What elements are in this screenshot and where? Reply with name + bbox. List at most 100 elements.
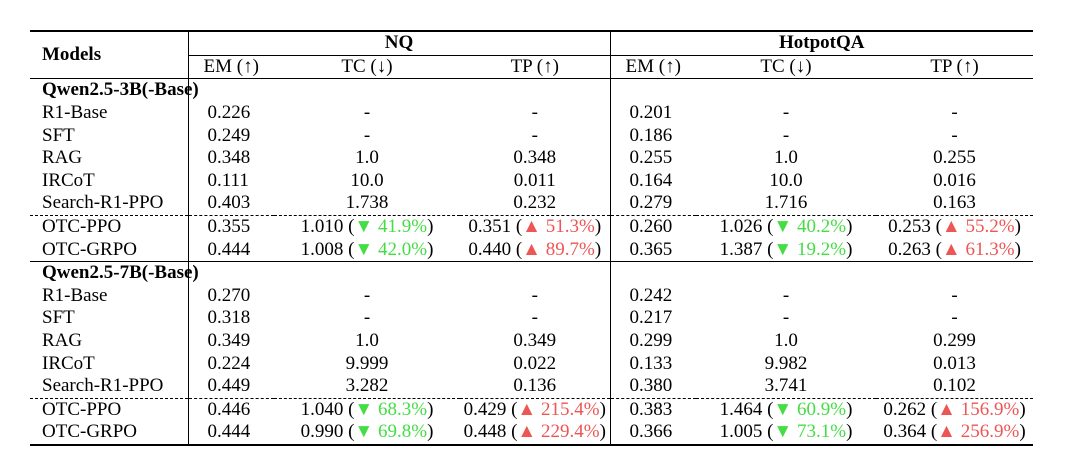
cell-value: 0.186 xyxy=(629,124,673,146)
cell-value: 0.242 xyxy=(629,284,673,306)
cell-hotpotqa-tp: - xyxy=(876,124,1033,147)
increase-delta: ▲ 55.2% xyxy=(941,216,1015,238)
cell-value: 0.318 xyxy=(207,307,251,329)
model-name: SFT xyxy=(42,124,75,146)
increase-delta: ▲ 229.4% xyxy=(517,421,600,443)
increase-delta: ▲ 51.3% xyxy=(522,216,595,238)
cell-nq-em: 0.226 xyxy=(187,101,274,125)
group-header-nq: NQ xyxy=(187,32,610,56)
cell-nq-tc: 1.040 (▼ 68.3%) xyxy=(274,397,460,422)
table-row: IRCoT 0.224 9.999 0.022 0.133 9.982 0.013 xyxy=(30,352,1033,375)
model-name: IRCoT xyxy=(42,352,95,374)
cell-value: - xyxy=(531,124,538,146)
cell-hotpotqa-tp: 0.163 xyxy=(876,192,1033,215)
cell-value: 0.349 xyxy=(207,330,251,352)
cell-hotpotqa-tp: 0.255 xyxy=(876,147,1033,170)
cell-value: - xyxy=(363,102,371,124)
cell-hotpotqa-em: 0.186 xyxy=(609,124,696,147)
cell-hotpotqa-em: 0.201 xyxy=(609,101,696,125)
decrease-delta: ▼ 42.0% xyxy=(354,238,428,260)
cell-nq-tp: 0.349 xyxy=(460,330,610,353)
cell-value: 1.716 xyxy=(764,192,808,214)
cell-value: - xyxy=(782,307,790,329)
cell-nq-tc: 0.990 (▼ 69.8%) xyxy=(300,421,434,443)
cell-nq-em: 0.270 xyxy=(187,284,274,308)
table-body: Qwen2.5-3B(-Base) R1-Base 0.226- -0.201- - SF… xyxy=(30,78,1033,445)
cell-hotpotqa-tc: 1.716 xyxy=(696,192,876,215)
cell-nq-em: 0.444 xyxy=(187,238,274,262)
cell-value: 0.429 xyxy=(463,398,507,420)
model-name: SFT xyxy=(42,307,75,329)
cell-value: 0.262 xyxy=(883,398,927,420)
cell-hotpotqa-em: 0.365 xyxy=(609,238,696,262)
table-row: OTC-GRPO 0.444 0.990 (▼ 69.8%) 0.448 (▲ 229… xyxy=(30,421,1033,445)
table-row: RAG 0.348 1.0 0.348 0.255 1.0 0.255 xyxy=(30,146,1033,170)
model-name: Search-R1-PPO xyxy=(42,192,164,214)
cell-value: 1.464 xyxy=(719,398,763,420)
cell-value: 0.133 xyxy=(629,352,673,374)
cell-nq-em: 0.449 xyxy=(187,374,274,398)
decrease-delta: ▼ 73.1% xyxy=(773,421,847,443)
cell-value: 1.005 xyxy=(719,421,763,443)
cell-hotpotqa-em: 0.164 xyxy=(609,169,696,193)
cell-value: - xyxy=(782,284,790,306)
cell-value: 0.364 xyxy=(883,421,927,443)
cell-nq-em: 0.348 xyxy=(187,146,274,170)
decrease-delta: ▼ 40.2% xyxy=(773,216,847,238)
model-name: RAG xyxy=(42,330,83,352)
cell-value: 0.349 xyxy=(513,330,557,352)
cell-nq-em: 0.111 xyxy=(187,169,274,193)
increase-delta: ▲ 156.9% xyxy=(937,398,1020,420)
cell-value: 0.446 xyxy=(207,398,251,420)
cell-hotpotqa-tc: - xyxy=(696,124,876,147)
cell-nq-tp: - xyxy=(460,285,610,308)
cell-nq-tp: - xyxy=(460,307,610,330)
cell-value: 9.999 xyxy=(345,352,389,374)
cell-value: 0.136 xyxy=(513,375,557,397)
cell-value: 0.444 xyxy=(207,238,251,260)
cell-value: 0.201 xyxy=(629,102,673,124)
cell-value: 1.0 xyxy=(355,330,379,352)
cell-value: - xyxy=(531,307,538,329)
cell-value: - xyxy=(363,307,371,329)
decrease-delta: ▼ 68.3% xyxy=(354,398,428,420)
cell-hotpotqa-em: 0.380 xyxy=(609,374,696,398)
cell-value: 0.444 xyxy=(207,421,251,443)
section-spacer xyxy=(187,260,610,285)
cell-value: 0.299 xyxy=(629,330,673,352)
table-row: SFT 0.249 - - 0.186 - - xyxy=(30,124,1033,147)
cell-value: 3.282 xyxy=(345,375,389,397)
cell-value: - xyxy=(951,284,958,306)
cell-value: 0.449 xyxy=(207,375,251,397)
section-header-row: Qwen2.5-7B(-Base) xyxy=(30,260,1033,285)
cell-hotpotqa-em: 0.217 xyxy=(609,307,696,330)
increase-delta: ▲ 256.9% xyxy=(937,421,1020,443)
cell-value: - xyxy=(782,102,790,124)
cell-hotpotqa-tp: - xyxy=(876,307,1033,330)
section-spacer xyxy=(609,260,1033,285)
cell-value: 0.990 xyxy=(300,421,344,443)
cell-value: 3.741 xyxy=(764,375,808,397)
table-row: R1-Base 0.270 - - 0.242 - - xyxy=(30,284,1033,308)
model-name: OTC-GRPO xyxy=(42,238,138,260)
cell-nq-tp: 0.448 (▲ 229.4%) xyxy=(463,421,606,443)
cell-value: 0.348 xyxy=(207,147,251,169)
cell-nq-tc: 3.282 xyxy=(274,375,460,398)
cell-value: 0.111 xyxy=(207,169,249,191)
cell-hotpotqa-tp: 0.102 xyxy=(876,375,1033,398)
cell-nq-tc: - xyxy=(274,307,460,330)
cell-value: 1.010 xyxy=(300,216,344,238)
table-row: Search-R1-PPO 0.403 1.738 0.232 0.279 1.716 0.… xyxy=(30,192,1033,216)
cell-nq-em: 0.355 xyxy=(187,214,274,239)
increase-delta: ▲ 215.4% xyxy=(517,398,600,420)
cell-value: - xyxy=(531,102,538,124)
metric-header-hotpotqa-em: EM (↑) xyxy=(609,54,696,79)
cell-hotpotqa-tp: - xyxy=(876,285,1033,308)
model-name: R1-Base xyxy=(42,284,108,306)
cell-hotpotqa-tc: 1.005 (▼ 73.1%) xyxy=(719,421,853,443)
cell-nq-em: 0.403 xyxy=(187,192,274,216)
table-row: OTC-GRPO 0.444 1.008 (▼ 42.0%) 0.440 (▲ 89.… xyxy=(30,238,1033,262)
cell-value: 0.448 xyxy=(463,421,507,443)
cell-hotpotqa-tp: 0.364 (▲ 256.9%) xyxy=(883,421,1026,443)
cell-hotpotqa-tp: - xyxy=(876,102,1033,125)
